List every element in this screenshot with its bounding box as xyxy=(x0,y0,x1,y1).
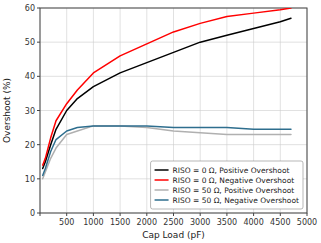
series-line xyxy=(43,18,291,168)
legend-label: RISO = 50 Ω, Negative Overshoot xyxy=(173,196,299,205)
y-grid-line xyxy=(40,76,307,77)
x-axis-label: Cap Load (pF) xyxy=(142,230,205,240)
x-tick-label: 4500 xyxy=(270,218,290,227)
y-tick-label: 60 xyxy=(25,4,35,13)
y-tick-label: 20 xyxy=(25,141,35,150)
series-lines xyxy=(43,8,291,179)
x-tick-label: 3000 xyxy=(190,218,210,227)
plot-background xyxy=(40,8,307,213)
plot-frame xyxy=(40,8,307,213)
axes: 500 1000 1500 2000 2500 3000 3500 4000 4500 5000 0… xyxy=(25,4,317,227)
x-tick-label: 1000 xyxy=(83,218,103,227)
x-tick-label: 2500 xyxy=(163,218,183,227)
x-tick-label: 3500 xyxy=(217,218,237,227)
y-tick-label: 30 xyxy=(25,107,35,116)
x-tick-label: 2000 xyxy=(137,218,157,227)
x-tick-label: 500 xyxy=(59,218,74,227)
y-grid-line xyxy=(40,42,307,43)
legend-swatch xyxy=(155,189,169,191)
legend-label: RISO = 50 Ω, Positive Overshoot xyxy=(173,186,295,195)
y-tick-label: 50 xyxy=(25,38,35,47)
x-tick-label: 1500 xyxy=(110,218,130,227)
y-grid-line xyxy=(40,110,307,111)
legend-label: RISO = 0 Ω, Negative Overshoot xyxy=(173,176,295,185)
legend-box xyxy=(151,161,303,209)
x-tick-label: 5000 xyxy=(297,218,317,227)
y-axis-label: Overshoot (%) xyxy=(2,78,12,143)
chart-container: 500 1000 1500 2000 2500 3000 3500 4000 4500 5000 0… xyxy=(0,0,321,243)
series-line xyxy=(43,8,291,165)
legend-swatch xyxy=(155,169,169,171)
y-tick-label: 10 xyxy=(25,175,35,184)
legend: RISO = 0 Ω, Positive OvershootRISO = 0 Ω… xyxy=(151,161,303,209)
grid xyxy=(40,8,307,213)
chart: 500 1000 1500 2000 2500 3000 3500 4000 4500 5000 0… xyxy=(0,0,321,243)
y-tick-label: 40 xyxy=(25,72,35,81)
y-tick-label: 0 xyxy=(30,209,35,218)
legend-swatch xyxy=(155,199,169,201)
legend-swatch xyxy=(155,179,169,181)
y-grid-line xyxy=(40,144,307,145)
x-tick-label: 4000 xyxy=(243,218,263,227)
legend-label: RISO = 0 Ω, Positive Overshoot xyxy=(173,166,290,175)
